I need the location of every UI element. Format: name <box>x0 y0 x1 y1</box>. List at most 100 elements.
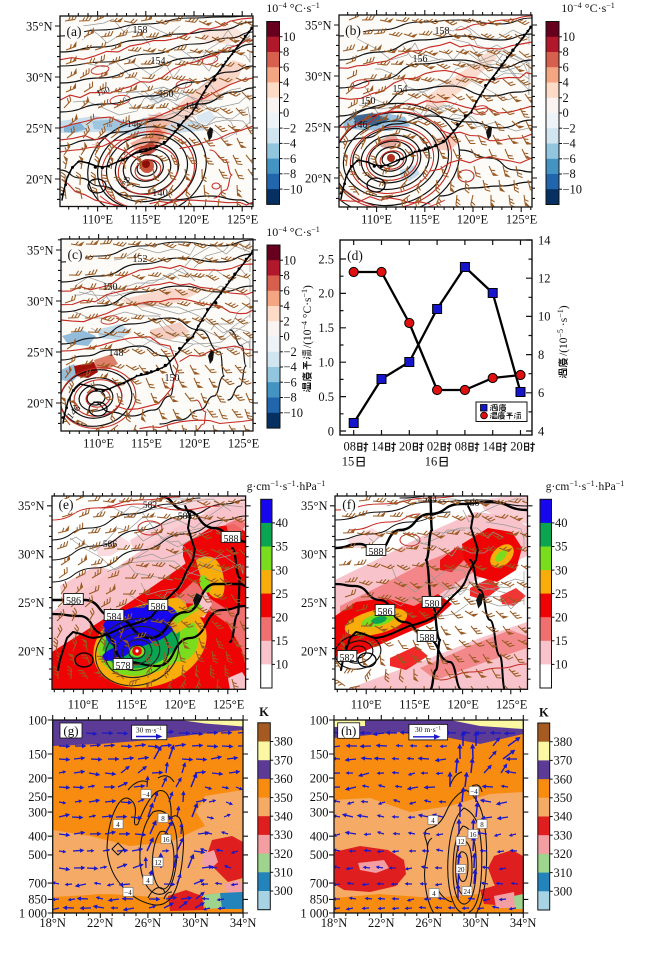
svg-text:850: 850 <box>28 893 47 907</box>
svg-text:850: 850 <box>310 893 329 907</box>
svg-text:30 m·s−1: 30 m·s−1 <box>415 725 441 734</box>
svg-text:110°E: 110°E <box>351 698 382 712</box>
svg-text:158: 158 <box>133 25 148 36</box>
svg-text:100: 100 <box>310 713 329 727</box>
svg-text:110°E: 110°E <box>361 213 392 227</box>
svg-text:K: K <box>259 705 269 719</box>
svg-text:1 000: 1 000 <box>300 906 328 920</box>
svg-text:(f): (f) <box>342 497 356 512</box>
svg-text:400: 400 <box>310 830 329 844</box>
svg-text:30°N: 30°N <box>18 548 45 562</box>
svg-text:35: 35 <box>555 540 568 554</box>
svg-text:1.0: 1.0 <box>318 356 334 370</box>
svg-text:16: 16 <box>425 455 438 469</box>
svg-text:150: 150 <box>310 747 329 761</box>
svg-text:20°N: 20°N <box>18 644 45 658</box>
svg-text:18°N: 18°N <box>321 916 348 930</box>
svg-text:30°N: 30°N <box>305 69 332 83</box>
svg-text:0: 0 <box>328 424 334 438</box>
svg-text:10: 10 <box>555 658 568 672</box>
svg-text:586: 586 <box>378 607 393 618</box>
svg-text:340: 340 <box>554 810 573 824</box>
svg-text:120°E: 120°E <box>457 213 489 227</box>
svg-text:10: 10 <box>283 30 296 44</box>
svg-text:150: 150 <box>361 96 376 107</box>
svg-text:586: 586 <box>66 596 81 607</box>
svg-text:12: 12 <box>155 859 163 867</box>
svg-text:35: 35 <box>276 540 289 554</box>
svg-text:156: 156 <box>413 54 428 65</box>
svg-text:2: 2 <box>283 91 289 105</box>
svg-text:15: 15 <box>276 634 289 648</box>
svg-text:125°E: 125°E <box>496 698 528 712</box>
svg-text:360: 360 <box>274 772 293 786</box>
svg-text:154: 154 <box>393 84 408 95</box>
svg-text:25°N: 25°N <box>27 345 54 359</box>
svg-text:582: 582 <box>340 653 355 664</box>
svg-text:14: 14 <box>371 440 384 454</box>
svg-text:588: 588 <box>224 534 239 545</box>
svg-text:(c): (c) <box>68 247 83 262</box>
svg-text:30°N: 30°N <box>26 70 53 84</box>
svg-text:125°E: 125°E <box>213 698 245 712</box>
svg-text:320: 320 <box>274 847 293 861</box>
svg-text:20°N: 20°N <box>301 644 328 658</box>
svg-text:2.5: 2.5 <box>318 252 334 266</box>
svg-text:22°N: 22°N <box>87 916 114 930</box>
svg-text:150: 150 <box>159 89 174 100</box>
svg-text:8: 8 <box>149 117 152 123</box>
svg-text:582: 582 <box>143 501 158 511</box>
svg-text:40: 40 <box>555 516 568 530</box>
svg-text:588: 588 <box>369 547 384 558</box>
svg-text:−4: −4 <box>563 137 577 151</box>
svg-text:6: 6 <box>283 60 289 74</box>
svg-text:35°N: 35°N <box>305 18 332 32</box>
svg-text:586: 586 <box>151 602 166 613</box>
svg-text:35°N: 35°N <box>18 499 45 513</box>
svg-text:300: 300 <box>28 805 47 819</box>
svg-text:25°N: 25°N <box>305 120 332 134</box>
svg-text:110°E: 110°E <box>83 437 114 451</box>
svg-text:700: 700 <box>310 876 329 890</box>
svg-text:4: 4 <box>431 817 435 825</box>
svg-text:30°N: 30°N <box>27 294 54 308</box>
svg-text:115°E: 115°E <box>399 698 430 712</box>
svg-text:−8: −8 <box>563 167 576 181</box>
svg-text:310: 310 <box>554 866 573 880</box>
svg-text:25°N: 25°N <box>18 596 45 610</box>
svg-text:10: 10 <box>538 310 551 324</box>
svg-text:120°E: 120°E <box>165 698 197 712</box>
svg-text:08: 08 <box>343 440 356 454</box>
svg-text:150: 150 <box>165 373 180 384</box>
svg-text:4: 4 <box>283 76 290 90</box>
svg-text:6: 6 <box>284 284 290 298</box>
svg-text:12: 12 <box>458 838 466 846</box>
svg-text:18°N: 18°N <box>39 916 66 930</box>
svg-text:125°E: 125°E <box>506 213 538 227</box>
svg-text:−4: −4 <box>142 791 150 799</box>
svg-text:10: 10 <box>563 30 576 44</box>
svg-text:30 m·s−1: 30 m·s−1 <box>136 725 162 734</box>
svg-text:150: 150 <box>103 282 118 293</box>
svg-text:8: 8 <box>480 821 484 829</box>
svg-text:g·cm−1·s−1·hPa−1: g·cm−1·s−1·hPa−1 <box>546 479 625 493</box>
svg-text:g·cm−1·s−1·hPa−1: g·cm−1·s−1·hPa−1 <box>247 479 326 493</box>
svg-text:30°N: 30°N <box>463 916 490 930</box>
svg-text:125°E: 125°E <box>228 437 260 451</box>
svg-text:8: 8 <box>284 269 290 283</box>
svg-text:154: 154 <box>151 56 166 67</box>
svg-text:158: 158 <box>435 26 450 37</box>
svg-text:2: 2 <box>284 314 290 328</box>
svg-text:16: 16 <box>163 836 171 844</box>
svg-text:(g): (g) <box>63 723 78 738</box>
svg-text:100: 100 <box>28 713 47 727</box>
svg-text:200: 200 <box>310 771 329 785</box>
svg-text:340: 340 <box>274 810 293 824</box>
svg-text:500: 500 <box>28 848 47 862</box>
svg-text:4: 4 <box>432 890 436 898</box>
svg-text:(e): (e) <box>59 497 74 512</box>
svg-text:−6: −6 <box>284 375 297 389</box>
svg-text:110°E: 110°E <box>82 213 113 227</box>
svg-text:−10: −10 <box>563 182 583 196</box>
svg-text:700: 700 <box>28 876 47 890</box>
